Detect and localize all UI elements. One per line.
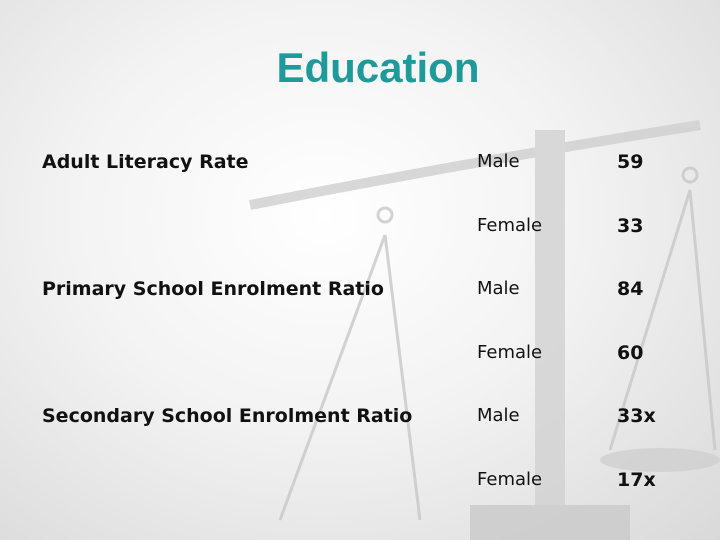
sex-label: Female [477, 214, 543, 236]
sex-label: Male [477, 151, 520, 172]
sex-label: Female [477, 468, 543, 490]
value: 17x [617, 468, 656, 491]
sex-label: Male [477, 405, 520, 426]
sex-label: Female [477, 341, 543, 363]
sex-label: Male [477, 278, 520, 299]
group-label: Primary School Enrolment Ratio [42, 278, 384, 300]
group-label: Secondary School Enrolment Ratio [42, 405, 413, 427]
value: 60 [617, 341, 644, 364]
value: 33x [617, 405, 656, 427]
value: 59 [617, 151, 644, 173]
value: 84 [617, 278, 644, 300]
group-label: Adult Literacy Rate [42, 151, 249, 173]
title: Education [276, 44, 480, 91]
value: 33 [617, 214, 644, 237]
